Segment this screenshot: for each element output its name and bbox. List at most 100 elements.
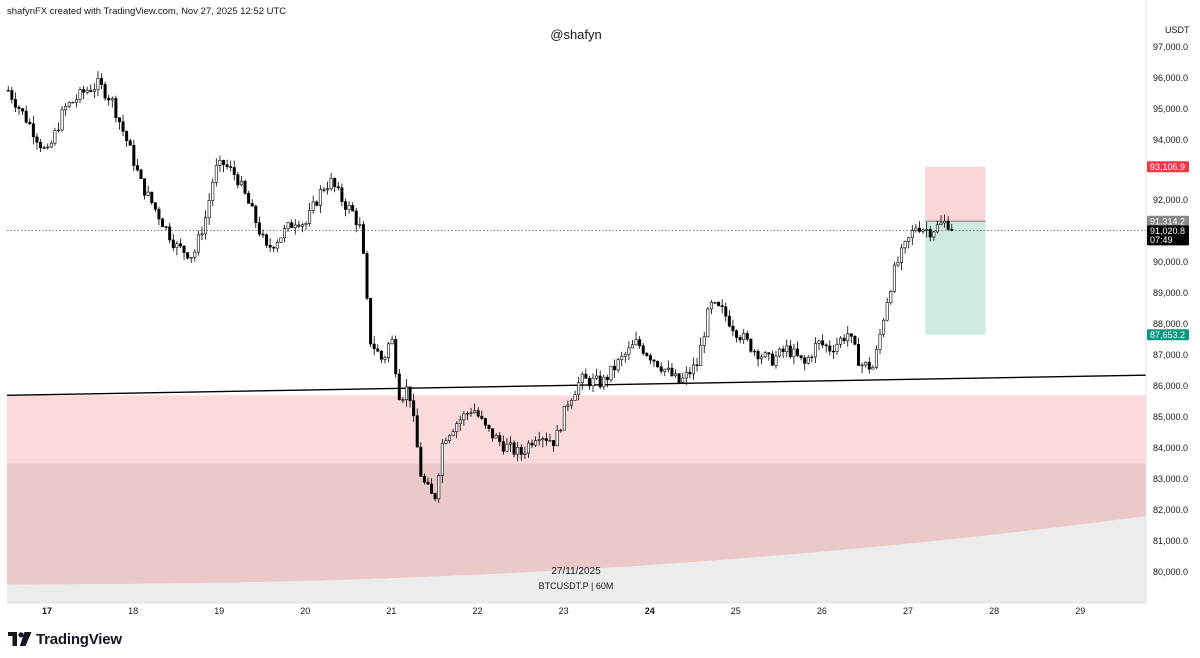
price-badge-text: 91,314.2 [1150, 216, 1185, 226]
candle-body [770, 353, 774, 366]
candle-body [670, 367, 674, 377]
candle-body [229, 166, 233, 168]
candle-body [720, 305, 724, 308]
candle-body [218, 160, 222, 166]
candle-body [925, 229, 929, 231]
price-tick-label: 86,000.0 [1153, 381, 1188, 391]
price-badge-last [1147, 225, 1189, 246]
time-tick-label: 26 [817, 606, 827, 616]
candle-body [473, 410, 477, 414]
price-axis-bg [1146, 0, 1200, 603]
candle-body [178, 243, 182, 247]
candle-body [853, 335, 857, 345]
candle-body [265, 234, 269, 246]
candle-body [128, 140, 132, 146]
candle-body [272, 246, 276, 249]
candle-body [749, 338, 753, 352]
time-axis[interactable]: 17 18 19 20 21 22 23 24 25 26 27 28 29 [7, 602, 1146, 616]
trendline-layer [6, 374, 1147, 396]
candle-body [311, 201, 315, 211]
watermark-text: @shafyn [550, 27, 602, 42]
candle-body [261, 233, 265, 236]
price-tick-label: 80,000.0 [1153, 567, 1188, 577]
candle-body [211, 182, 215, 201]
candle-body [874, 349, 878, 368]
candle-body [56, 129, 60, 132]
candle-body [627, 347, 631, 355]
candle-body [602, 376, 606, 388]
zones-layer [7, 395, 1146, 603]
candle-body [358, 224, 362, 226]
price-tick-label: 94,000.0 [1153, 135, 1188, 145]
candle-body [150, 191, 154, 203]
candle-body [422, 476, 426, 483]
candle-body [107, 97, 111, 101]
candle-body [842, 337, 846, 342]
candle-body [222, 160, 226, 166]
candle-body [903, 241, 907, 249]
time-tick-label: 22 [472, 606, 482, 616]
candle-body [587, 378, 591, 387]
candle-body [491, 428, 495, 439]
candle-body [333, 178, 337, 188]
candle-body [347, 205, 351, 210]
candle-body [871, 367, 875, 370]
candle-body [343, 201, 347, 210]
candle-body [724, 306, 728, 317]
candle-body [498, 435, 502, 443]
candle-body [308, 210, 312, 224]
price-axis[interactable]: USDT 97,000.0 96,000.0 95,000.0 94,000.0 92,… [1145, 0, 1200, 603]
candle-body [448, 435, 452, 441]
time-tick-label: 24 [645, 606, 655, 616]
candle-body [613, 365, 617, 371]
candle-body [950, 229, 954, 231]
info-layer: @shafyn 27/11/2025 BTCUSDT.P | 60M [539, 27, 614, 591]
candle-body [336, 186, 340, 189]
candle-body [796, 348, 800, 356]
candle-body [469, 412, 473, 414]
position-tool[interactable] [925, 166, 986, 335]
candle-body [455, 423, 459, 432]
candle-body [760, 356, 764, 360]
candle-body [774, 355, 778, 366]
candle-body [562, 405, 566, 431]
candle-body [799, 355, 803, 359]
candle-body [616, 359, 620, 371]
time-tick-label: 17 [42, 606, 52, 616]
candle-body [157, 208, 161, 220]
stop-loss-zone [925, 166, 986, 222]
tradingview-brand[interactable]: TradingView [8, 629, 122, 649]
candle-body [713, 302, 717, 304]
candle-body [304, 223, 308, 226]
candle-body [548, 440, 552, 442]
candle-body [135, 165, 139, 171]
candle-body [717, 302, 721, 306]
candle-body [552, 440, 556, 447]
candle-body [71, 101, 75, 104]
candle-body [914, 227, 918, 232]
candle-body [943, 220, 947, 224]
candle-body [835, 343, 839, 352]
candle-body [232, 167, 236, 176]
candle-body [300, 224, 304, 227]
candle-body [49, 142, 53, 148]
candle-body [225, 164, 229, 167]
candle-body [462, 413, 466, 421]
candle-body [860, 364, 864, 367]
candle-body [537, 439, 541, 441]
candle-body [674, 373, 678, 377]
price-tick-label: 96,000.0 [1153, 73, 1188, 83]
candle-body [910, 230, 914, 238]
candle-body [100, 78, 104, 85]
candle-body [282, 228, 286, 239]
candle-body [839, 337, 843, 345]
candle-body [361, 224, 365, 254]
candle-body [813, 343, 817, 358]
candle-body [645, 353, 649, 356]
candle-body [250, 203, 254, 207]
candle-body [623, 353, 627, 357]
candle-body [153, 202, 157, 210]
candle-body [695, 364, 699, 366]
candle-body [584, 373, 588, 379]
